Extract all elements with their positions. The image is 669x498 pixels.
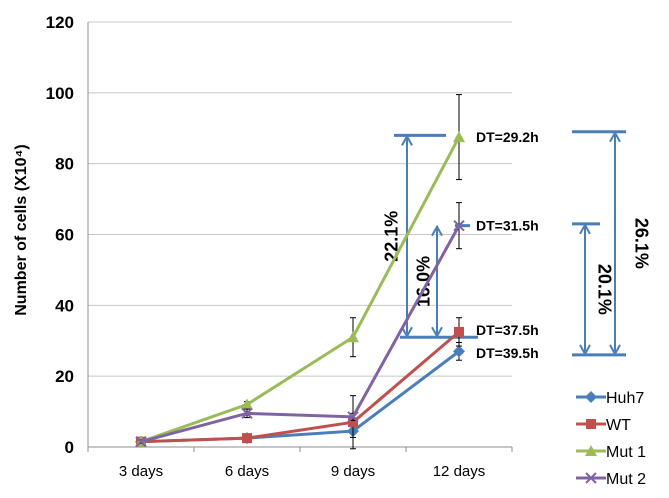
y-tick-label: 60 <box>55 226 74 245</box>
legend-entry: Mut 2 <box>576 471 646 488</box>
bracket-arrow-up <box>609 130 621 143</box>
data-point <box>454 326 464 337</box>
data-point <box>585 472 597 484</box>
y-tick-label: 20 <box>55 367 74 386</box>
y-tick-label: 100 <box>46 84 74 103</box>
x-tick-label: 12 days <box>433 463 486 480</box>
bracket-arrow-up <box>431 224 443 237</box>
legend-label: Huh7 <box>606 390 644 407</box>
data-point <box>453 131 465 143</box>
data-point <box>347 331 359 343</box>
legend-label: Mut 1 <box>606 444 646 461</box>
percent-label: 26.1% <box>631 218 651 269</box>
legend-label: Mut 2 <box>606 471 646 488</box>
bracket-arrow-up <box>401 134 413 146</box>
data-point-x <box>453 219 465 232</box>
x-tick-label: 6 days <box>225 463 269 480</box>
legend-entry: Huh7 <box>576 390 644 407</box>
series-mut-2 <box>135 202 465 448</box>
data-point <box>586 419 596 429</box>
data-point-x <box>347 411 359 423</box>
legend-entry: Mut 1 <box>576 444 646 461</box>
y-tick-label: 0 <box>65 438 74 457</box>
legend-label: WT <box>606 417 631 434</box>
dt-label: DT=31.5h <box>476 218 539 234</box>
data-point <box>348 417 358 428</box>
data-point <box>453 345 465 358</box>
percent-label: 20.1% <box>594 264 614 315</box>
y-tick-labels: 0 20 40 60 80 100 120 <box>46 13 74 457</box>
x-tick-labels: 3 days 6 days 9 days 12 days <box>119 463 485 480</box>
y-tick-label: 80 <box>55 155 74 174</box>
doubling-time-labels: DT=29.2h DT=31.5h DT=37.5h DT=39.5h <box>476 129 539 361</box>
legend-entry: WT <box>576 417 631 434</box>
bracket-arrow-up <box>579 222 591 235</box>
data-point <box>242 433 252 444</box>
dt-label: DT=39.5h <box>476 345 539 361</box>
x-tick-label: 9 days <box>331 463 375 480</box>
bracket-arrow-down <box>609 344 621 356</box>
data-point <box>585 445 597 456</box>
data-point <box>347 411 359 423</box>
series-line <box>140 330 460 444</box>
series-huh7 <box>135 342 465 448</box>
data-point <box>135 435 147 448</box>
series <box>135 94 465 450</box>
series-line <box>140 224 461 444</box>
series-line <box>140 136 461 444</box>
y-tick-label: 40 <box>55 296 74 315</box>
dt-label: DT=29.2h <box>476 129 539 145</box>
data-point <box>241 398 253 410</box>
dt-label: DT=37.5h <box>476 322 539 338</box>
gridlines <box>88 21 512 377</box>
legend: Huh7 WT Mut 1 Mut 2 <box>576 390 646 488</box>
data-point <box>241 407 253 420</box>
percent-brackets: 22.1% 16.0% 26.1% 20.1% <box>382 130 651 357</box>
data-point-x <box>585 472 597 484</box>
data-point-x <box>135 435 147 448</box>
data-point <box>453 219 465 232</box>
bracket-arrow-down <box>431 326 443 339</box>
data-point <box>585 391 597 403</box>
axes <box>87 22 513 452</box>
bracket-arrow-down <box>579 344 591 356</box>
x-tick-label: 3 days <box>119 463 163 480</box>
percent-label: 22.1% <box>382 211 402 262</box>
y-tick-label: 120 <box>46 13 74 32</box>
bracket-arrow-down <box>401 326 413 339</box>
data-point-x <box>241 407 253 420</box>
y-axis-title: Number of cells (X10⁴) <box>13 144 30 316</box>
percent-label: 16.0% <box>414 256 434 307</box>
